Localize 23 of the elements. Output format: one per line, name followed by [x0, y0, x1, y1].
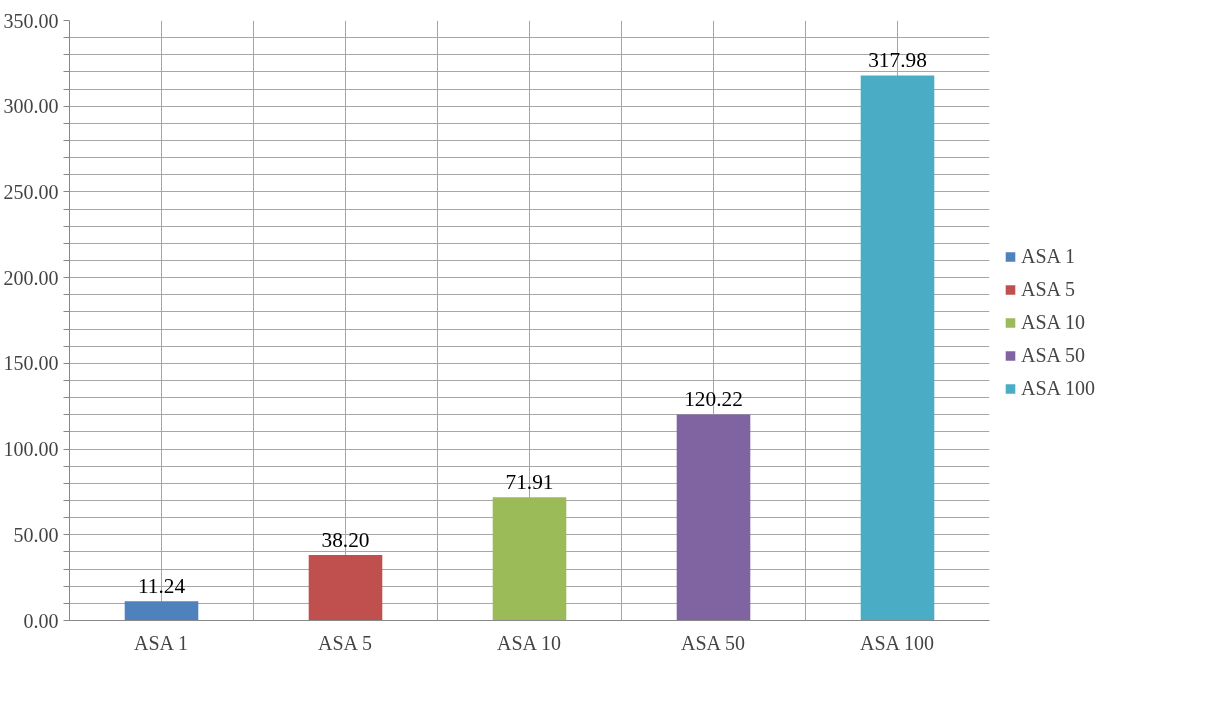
x-tick-label: ASA 10	[497, 631, 561, 654]
data-label: 38.20	[321, 528, 370, 553]
y-tick-label: 50.00	[13, 523, 59, 546]
y-tick-label: 0.00	[23, 609, 59, 632]
legend-label: ASA 5	[1021, 277, 1075, 301]
data-label: 120.22	[684, 387, 743, 412]
legend-label: ASA 100	[1021, 376, 1095, 400]
y-tick-label: 200.00	[3, 266, 59, 289]
y-tick-label: 300.00	[3, 95, 59, 118]
y-tick-label: 250.00	[3, 180, 59, 203]
data-label: 317.98	[868, 48, 927, 73]
data-label: 71.91	[505, 470, 554, 495]
x-tick-label: ASA 100	[860, 631, 934, 654]
data-label: 11.24	[137, 574, 186, 599]
y-tick-label: 150.00	[3, 352, 59, 375]
x-tick-label: ASA 1	[134, 631, 188, 654]
y-tick-label: 350.00	[3, 9, 59, 32]
legend-label: ASA 50	[1021, 343, 1085, 367]
x-tick-label: ASA 5	[318, 631, 372, 654]
legend-label: ASA 10	[1021, 310, 1085, 334]
legend-label: ASA 1	[1021, 244, 1075, 268]
x-tick-label: ASA 50	[681, 631, 745, 654]
y-tick-label: 100.00	[3, 438, 59, 461]
